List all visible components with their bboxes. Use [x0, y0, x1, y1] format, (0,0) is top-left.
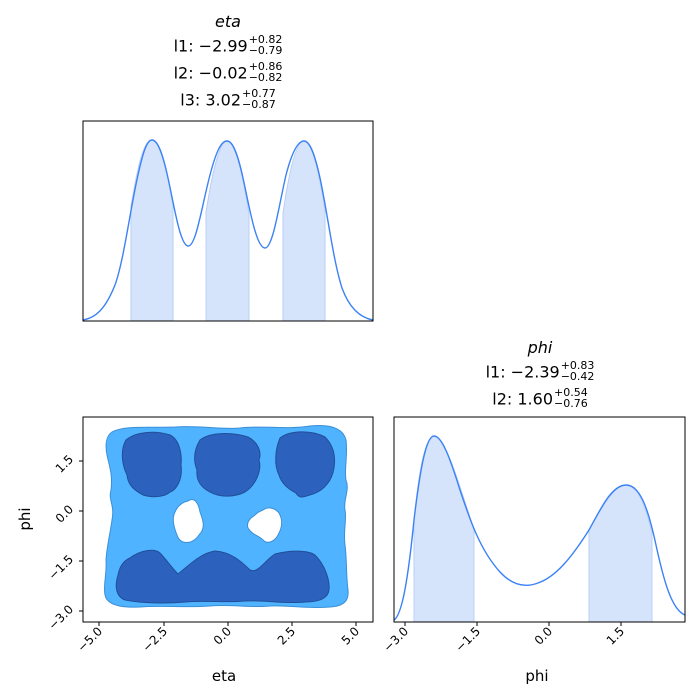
eta-marginal-plot [82, 120, 374, 322]
joint-ytick-label: −3.0 [46, 602, 77, 633]
phi-stat-l1: l1: −2.39 +0.83 −0.42 [485, 359, 595, 383]
phi-stat-l2: l2: 1.60 +0.54 −0.76 [492, 386, 588, 410]
eta-marginal-frame [82, 120, 374, 322]
phi-param-name: phi [527, 338, 553, 357]
phi-credible-bands [413, 435, 653, 623]
phi-marginal-plot: −3.0 −1.5 0.0 1.5 phi [381, 416, 686, 685]
phi-marginal-title: phi l1: −2.39 +0.83 −0.42 l2: 1.60 +0.54 −0.… [440, 340, 640, 416]
joint-ytick-label: −1.5 [46, 552, 77, 583]
joint-ytick-label: 0.0 [53, 502, 76, 525]
joint-xlabel: eta [212, 667, 236, 685]
joint-contour-plot: −5.0 −2.5 0.0 2.5 5.0 1.5 0.0 −1.5 −3.0 … [16, 416, 374, 685]
phi-density-curve [393, 435, 686, 621]
eta-density-curve [82, 139, 374, 321]
joint-y-ticks [79, 460, 83, 612]
phi-xtick-label: 1.5 [604, 624, 627, 647]
joint-x-ticks [98, 622, 357, 626]
eta-stat-l1: l1: −2.99 +0.82 −0.79 [173, 33, 283, 57]
joint-ytick-label: 1.5 [53, 452, 76, 475]
joint-ylabel: phi [16, 507, 34, 530]
joint-xtick-label: 2.5 [275, 624, 298, 647]
phi-xtick-label: 0.0 [532, 624, 555, 647]
phi-xtick-label: −1.5 [453, 624, 484, 655]
eta-stat-l3: l3: 3.02 +0.77 −0.87 [180, 87, 276, 111]
joint-xtick-label: −5.0 [75, 624, 106, 655]
eta-marginal-title: eta l1: −2.99 +0.82 −0.79 l2: −0.02 +0.86 −0… [128, 14, 328, 117]
joint-xtick-label: −2.5 [140, 624, 171, 655]
phi-xtick-label: −3.0 [381, 624, 412, 655]
joint-xtick-label: 0.0 [211, 624, 234, 647]
phi-marginal-frame [393, 416, 686, 623]
phi-xlabel: phi [525, 667, 548, 685]
phi-x-ticks [404, 622, 622, 626]
eta-credible-bands [130, 139, 326, 322]
joint-xtick-label: 5.0 [339, 624, 362, 647]
inner-contours [115, 431, 336, 604]
eta-param-name: eta [215, 12, 241, 31]
eta-stat-l2: l2: −0.02 +0.86 −0.82 [173, 60, 283, 84]
